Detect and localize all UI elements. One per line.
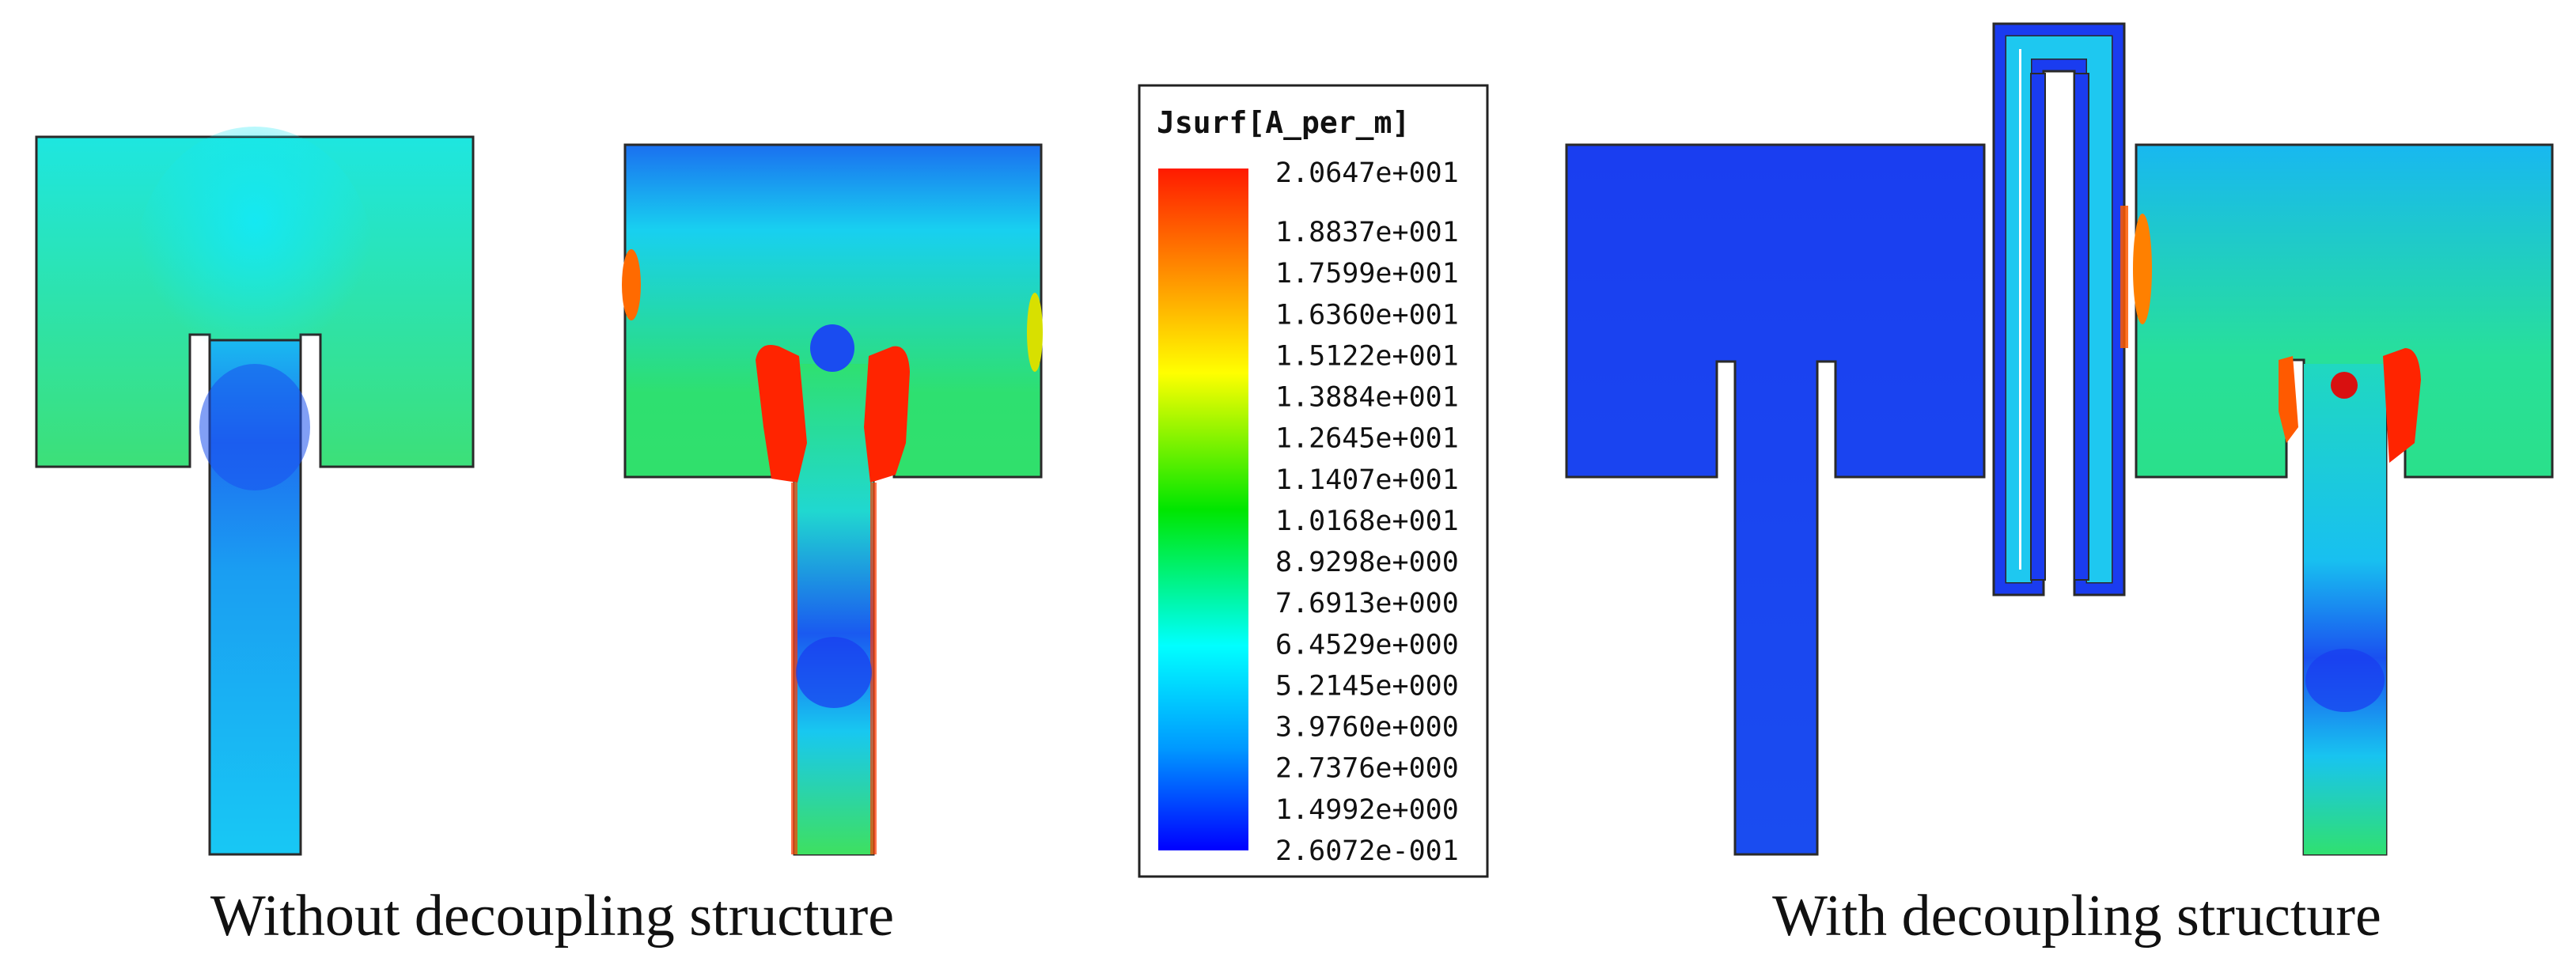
legend-tick-label: 5.2145e+000 [1275,670,1459,702]
antenna-4-hotspot-right [2383,348,2421,463]
color-legend: Jsurf[A_per_m] 2.0647e+001 1.8837e+001 1.7… [1138,84,1489,878]
antenna-4-hotspot-left [2279,356,2298,443]
legend-tick-label: 8.9298e+000 [1275,547,1459,578]
panel-with-decoupling [1565,22,2554,856]
decoupling-finger-left [2030,73,2046,581]
antenna-1-mid-region [136,127,373,396]
legend-tick-label: 2.0647e+001 [1275,157,1459,189]
caption-without-decoupling: Without decoupling structure [210,884,894,949]
legend-tick-label: 2.6072e-001 [1275,835,1459,867]
antenna-4-feed-low-zone [2305,649,2385,712]
legend-tick-label: 1.3884e+001 [1275,382,1459,414]
legend-tick-label: 1.1407e+001 [1275,464,1459,496]
antenna-1-current [35,127,475,856]
legend-tick-label: 1.6360e+001 [1275,299,1459,331]
antenna-2-hotspot-left [756,345,807,483]
legend-tick-label: 1.4992e+000 [1275,794,1459,826]
legend-tick-label: 1.5122e+001 [1275,340,1459,372]
legend-tick-label: 1.7599e+001 [1275,258,1459,290]
caption-with-decoupling: With decoupling structure [1772,884,2381,949]
legend-tick-label: 2.7376e+000 [1275,753,1459,785]
legend-tick-label: 3.9760e+000 [1275,712,1459,744]
legend-tick-label: 7.6913e+000 [1275,588,1459,619]
antenna-2-hotspot-edge-right [1027,293,1043,372]
antenna-4-feed-line [2304,364,2386,854]
legend-tick-label: 6.4529e+000 [1275,629,1459,661]
antenna-3-patch [1565,143,1986,856]
panel-without-decoupling [35,127,1043,856]
decoupling-structure [1992,22,2128,596]
antenna-2-center-dip [810,324,854,372]
antenna-4-feed-hotspot [2331,372,2358,399]
legend-tick-labels: 2.0647e+001 1.8837e+001 1.7599e+001 1.6360e… [1275,157,1459,867]
decoupling-left-edge-glow [2120,206,2128,348]
antenna-4-edge-glow [2133,214,2152,324]
legend-tick-label: 1.2645e+001 [1275,423,1459,455]
antenna-2-feed-edges [791,483,877,854]
legend-title: Jsurf[A_per_m] [1157,105,1410,140]
decoupling-finger-right [2074,73,2089,581]
antenna-1-low-current-zone [199,364,310,490]
decoupling-inner-cyan [2006,36,2112,582]
antenna-4-current [2133,143,2554,856]
legend-color-bar [1158,169,1248,850]
antenna-2-current [622,143,1043,856]
antenna-2-feed-line [794,364,873,854]
antenna-1-outline [36,137,473,138]
antenna-2-hotspot-edge-left [622,249,641,320]
antenna-2-feed-low-zone [796,637,872,708]
antenna-2-hotspot-right [864,346,910,483]
legend-tick-label: 1.0168e+001 [1275,506,1459,537]
legend-tick-label: 1.8837e+001 [1275,217,1459,248]
